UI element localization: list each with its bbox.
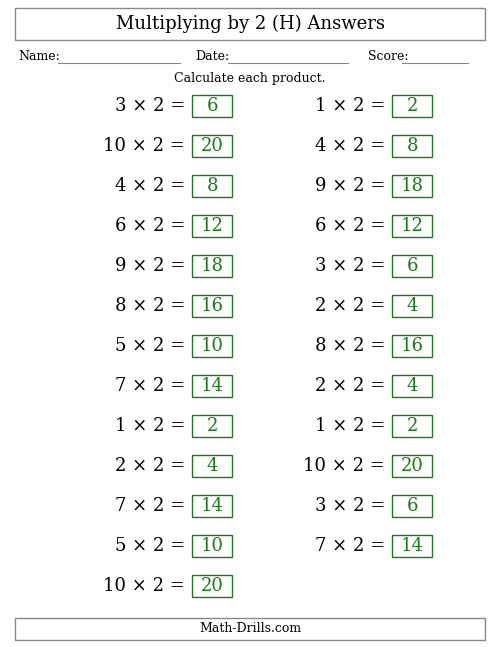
Bar <box>392 535 432 557</box>
Text: 18: 18 <box>200 257 224 275</box>
Text: 7 × 2 =: 7 × 2 = <box>115 497 185 515</box>
Text: 4 × 2 =: 4 × 2 = <box>115 177 185 195</box>
Text: 1 × 2 =: 1 × 2 = <box>115 417 185 435</box>
Bar <box>192 255 232 277</box>
Text: 3 × 2 =: 3 × 2 = <box>315 257 385 275</box>
Text: 2 × 2 =: 2 × 2 = <box>315 297 385 315</box>
Bar <box>392 135 432 157</box>
Bar <box>15 618 485 640</box>
Bar <box>392 95 432 117</box>
Text: 2: 2 <box>406 97 418 115</box>
Text: 12: 12 <box>400 217 423 235</box>
Text: Date:: Date: <box>195 50 229 63</box>
Bar <box>192 175 232 197</box>
Bar <box>192 375 232 397</box>
Text: 4: 4 <box>406 297 418 315</box>
Text: Score:: Score: <box>368 50 408 63</box>
Text: 3 × 2 =: 3 × 2 = <box>115 97 185 115</box>
Text: 20: 20 <box>400 457 423 475</box>
Text: 10 × 2 =: 10 × 2 = <box>303 457 385 475</box>
Text: 2 × 2 =: 2 × 2 = <box>315 377 385 395</box>
Text: 14: 14 <box>200 377 224 395</box>
Text: 12: 12 <box>200 217 224 235</box>
Text: 9 × 2 =: 9 × 2 = <box>115 257 185 275</box>
Text: 1 × 2 =: 1 × 2 = <box>315 97 385 115</box>
Text: 2 × 2 =: 2 × 2 = <box>115 457 185 475</box>
Bar <box>392 255 432 277</box>
Text: 20: 20 <box>200 137 224 155</box>
Bar <box>192 415 232 437</box>
Bar <box>15 8 485 40</box>
Text: 3 × 2 =: 3 × 2 = <box>315 497 385 515</box>
Text: 4: 4 <box>206 457 218 475</box>
Text: 2: 2 <box>206 417 218 435</box>
Bar <box>392 495 432 517</box>
Text: Multiplying by 2 (H) Answers: Multiplying by 2 (H) Answers <box>116 15 384 33</box>
Text: 5 × 2 =: 5 × 2 = <box>115 337 185 355</box>
Text: 8 × 2 =: 8 × 2 = <box>315 337 385 355</box>
Bar <box>392 375 432 397</box>
Text: 16: 16 <box>200 297 224 315</box>
Bar <box>392 175 432 197</box>
Bar <box>392 335 432 357</box>
Text: Name:: Name: <box>18 50 60 63</box>
Text: 6 × 2 =: 6 × 2 = <box>315 217 385 235</box>
Bar <box>192 495 232 517</box>
Bar <box>392 415 432 437</box>
Text: 7 × 2 =: 7 × 2 = <box>315 537 385 555</box>
Text: Math-Drills.com: Math-Drills.com <box>199 622 301 635</box>
Text: 1 × 2 =: 1 × 2 = <box>315 417 385 435</box>
Text: 6: 6 <box>206 97 218 115</box>
Bar <box>192 335 232 357</box>
Bar <box>192 95 232 117</box>
Bar <box>192 135 232 157</box>
Text: 14: 14 <box>200 497 224 515</box>
Text: 5 × 2 =: 5 × 2 = <box>115 537 185 555</box>
Text: 16: 16 <box>400 337 423 355</box>
Text: 18: 18 <box>400 177 423 195</box>
Text: 4 × 2 =: 4 × 2 = <box>315 137 385 155</box>
Text: Calculate each product.: Calculate each product. <box>174 72 326 85</box>
Text: 4: 4 <box>406 377 418 395</box>
Text: 7 × 2 =: 7 × 2 = <box>115 377 185 395</box>
Text: 6: 6 <box>406 497 418 515</box>
Bar <box>192 455 232 477</box>
Bar <box>392 215 432 237</box>
Bar <box>192 535 232 557</box>
Bar <box>192 575 232 597</box>
Bar <box>392 455 432 477</box>
Text: 9 × 2 =: 9 × 2 = <box>315 177 385 195</box>
Text: 10: 10 <box>200 537 224 555</box>
Text: 6: 6 <box>406 257 418 275</box>
Text: 10 × 2 =: 10 × 2 = <box>104 577 185 595</box>
Text: 6 × 2 =: 6 × 2 = <box>115 217 185 235</box>
Text: 10: 10 <box>200 337 224 355</box>
Text: 2: 2 <box>406 417 418 435</box>
Text: 8: 8 <box>406 137 418 155</box>
Bar <box>392 295 432 317</box>
Text: 8 × 2 =: 8 × 2 = <box>115 297 185 315</box>
Bar <box>192 295 232 317</box>
Text: 14: 14 <box>400 537 423 555</box>
Bar <box>192 215 232 237</box>
Text: 20: 20 <box>200 577 224 595</box>
Text: 8: 8 <box>206 177 218 195</box>
Text: 10 × 2 =: 10 × 2 = <box>104 137 185 155</box>
